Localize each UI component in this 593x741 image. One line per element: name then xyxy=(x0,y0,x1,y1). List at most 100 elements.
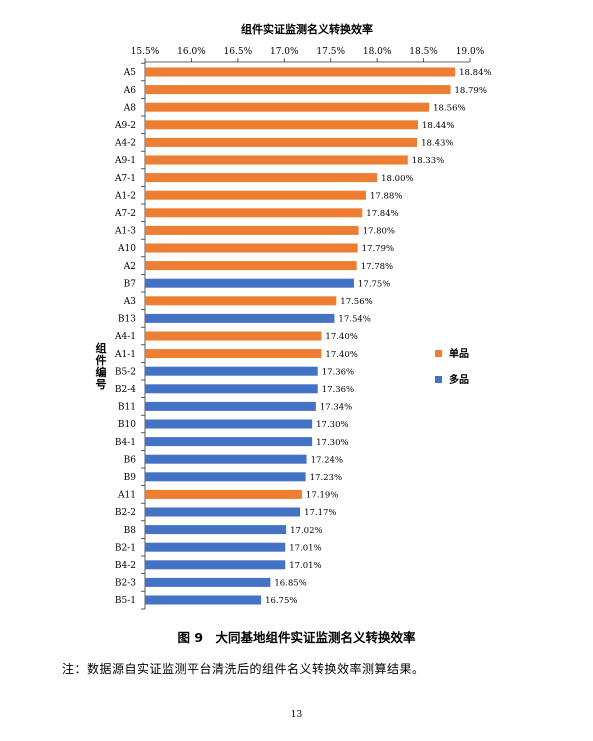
bar xyxy=(145,349,322,359)
x-tick-label: 18.0% xyxy=(363,47,392,57)
data-label: 16.75% xyxy=(265,596,297,606)
bar xyxy=(145,278,354,288)
data-label: 17.34% xyxy=(320,403,352,413)
category-label: A6 xyxy=(123,86,136,96)
data-label: 17.40% xyxy=(325,332,357,342)
y-axis-title-char: 件 xyxy=(96,353,107,367)
bar xyxy=(145,225,359,235)
category-label: B4-2 xyxy=(115,561,136,571)
bar xyxy=(145,472,306,482)
y-axis-title-text: 组件编号 xyxy=(96,341,107,391)
category-label: B4-1 xyxy=(115,438,136,448)
data-label: 17.84% xyxy=(366,209,398,219)
category-label: B5-1 xyxy=(115,596,136,606)
x-tick-label: 17.5% xyxy=(316,47,345,57)
category-label: B5-2 xyxy=(115,367,136,377)
bar xyxy=(145,507,301,517)
category-label: A4-2 xyxy=(114,139,136,149)
bar xyxy=(145,525,287,535)
category-label: A1-2 xyxy=(114,191,136,201)
data-label: 17.36% xyxy=(322,385,354,395)
data-label: 18.43% xyxy=(421,139,453,149)
category-label: B10 xyxy=(118,420,136,430)
data-label: 18.33% xyxy=(412,156,444,166)
y-axis-title-char: 编 xyxy=(96,365,107,379)
bar xyxy=(145,85,451,95)
data-label: 18.56% xyxy=(433,103,465,113)
x-tick-label: 17.0% xyxy=(270,47,299,57)
bar xyxy=(145,137,418,147)
category-label: A3 xyxy=(123,297,136,307)
data-label: 17.01% xyxy=(289,543,321,553)
data-label: 17.78% xyxy=(361,262,393,272)
category-label: B7 xyxy=(124,279,137,289)
bar xyxy=(145,331,322,341)
bar xyxy=(145,366,318,376)
data-label: 17.02% xyxy=(290,526,322,536)
bar xyxy=(145,419,313,429)
data-label: 17.24% xyxy=(311,455,343,465)
x-tick-label: 16.5% xyxy=(224,47,253,57)
x-tick-label: 15.5% xyxy=(131,47,160,57)
data-label: 18.00% xyxy=(381,174,413,184)
legend-label: 多品 xyxy=(449,373,469,386)
category-label: A9-1 xyxy=(114,156,136,166)
data-label: 17.80% xyxy=(363,227,395,237)
category-label: A11 xyxy=(117,491,136,501)
x-tick-label: 16.0% xyxy=(177,47,206,57)
data-label: 17.01% xyxy=(289,561,321,571)
category-label: B13 xyxy=(118,315,136,325)
data-label: 17.23% xyxy=(310,473,342,483)
chart-title: 组件实证监测名义转换效率 xyxy=(241,22,373,36)
category-label: B8 xyxy=(124,526,137,536)
category-label: A7-1 xyxy=(114,174,136,184)
bar xyxy=(145,296,337,306)
bar xyxy=(145,454,307,464)
y-axis-title-char: 号 xyxy=(96,378,107,391)
bar xyxy=(145,102,430,112)
bar xyxy=(145,595,262,605)
y-axis-title: 组件编号 xyxy=(96,341,107,391)
figure-note: 注：数据源自实证监测平台清洗后的组件名义转换效率测算结果。 xyxy=(62,662,425,676)
category-label: A5 xyxy=(123,68,136,78)
data-label: 16.85% xyxy=(274,579,306,589)
bar xyxy=(145,208,363,218)
category-label: A2 xyxy=(123,262,136,272)
bar xyxy=(145,577,271,587)
data-label: 17.75% xyxy=(358,279,390,289)
bar-group: A5 18.84% A6 18.79% A8 18.56% A9-2 18.44% A4-2 18… xyxy=(114,67,492,606)
bar xyxy=(145,313,335,323)
category-label: B2-2 xyxy=(115,508,136,518)
bar xyxy=(145,243,358,253)
data-label: 17.79% xyxy=(362,244,394,254)
category-label: B2-3 xyxy=(115,579,136,589)
bar xyxy=(145,190,366,200)
data-label: 17.30% xyxy=(316,438,348,448)
data-label: 17.54% xyxy=(338,315,370,325)
data-label: 18.79% xyxy=(455,86,487,96)
category-label: A9-2 xyxy=(114,121,136,131)
page-number: 13 xyxy=(290,710,303,720)
bar xyxy=(145,401,316,411)
bar xyxy=(145,489,302,499)
x-axis: 15.5% 16.0% 16.5% 17.0% 17.5% 18.0% 18.5% 19.0% xyxy=(131,47,485,63)
bar xyxy=(145,560,286,570)
category-label: A7-2 xyxy=(114,209,136,219)
data-label: 18.44% xyxy=(422,121,454,131)
category-label: B11 xyxy=(118,403,136,413)
data-label: 17.17% xyxy=(304,508,336,518)
data-label: 17.88% xyxy=(370,191,402,201)
y-axis-title-char: 组 xyxy=(96,341,107,355)
bar xyxy=(145,384,318,394)
legend-label: 单品 xyxy=(449,347,469,360)
data-label: 17.40% xyxy=(325,350,357,360)
category-label: A1-1 xyxy=(114,350,136,360)
x-tick-label: 19.0% xyxy=(456,47,485,57)
bar xyxy=(145,173,378,183)
bar xyxy=(145,261,357,271)
category-label: A10 xyxy=(117,244,136,254)
bar xyxy=(145,155,408,165)
bar xyxy=(145,542,286,552)
data-label: 17.19% xyxy=(306,491,338,501)
